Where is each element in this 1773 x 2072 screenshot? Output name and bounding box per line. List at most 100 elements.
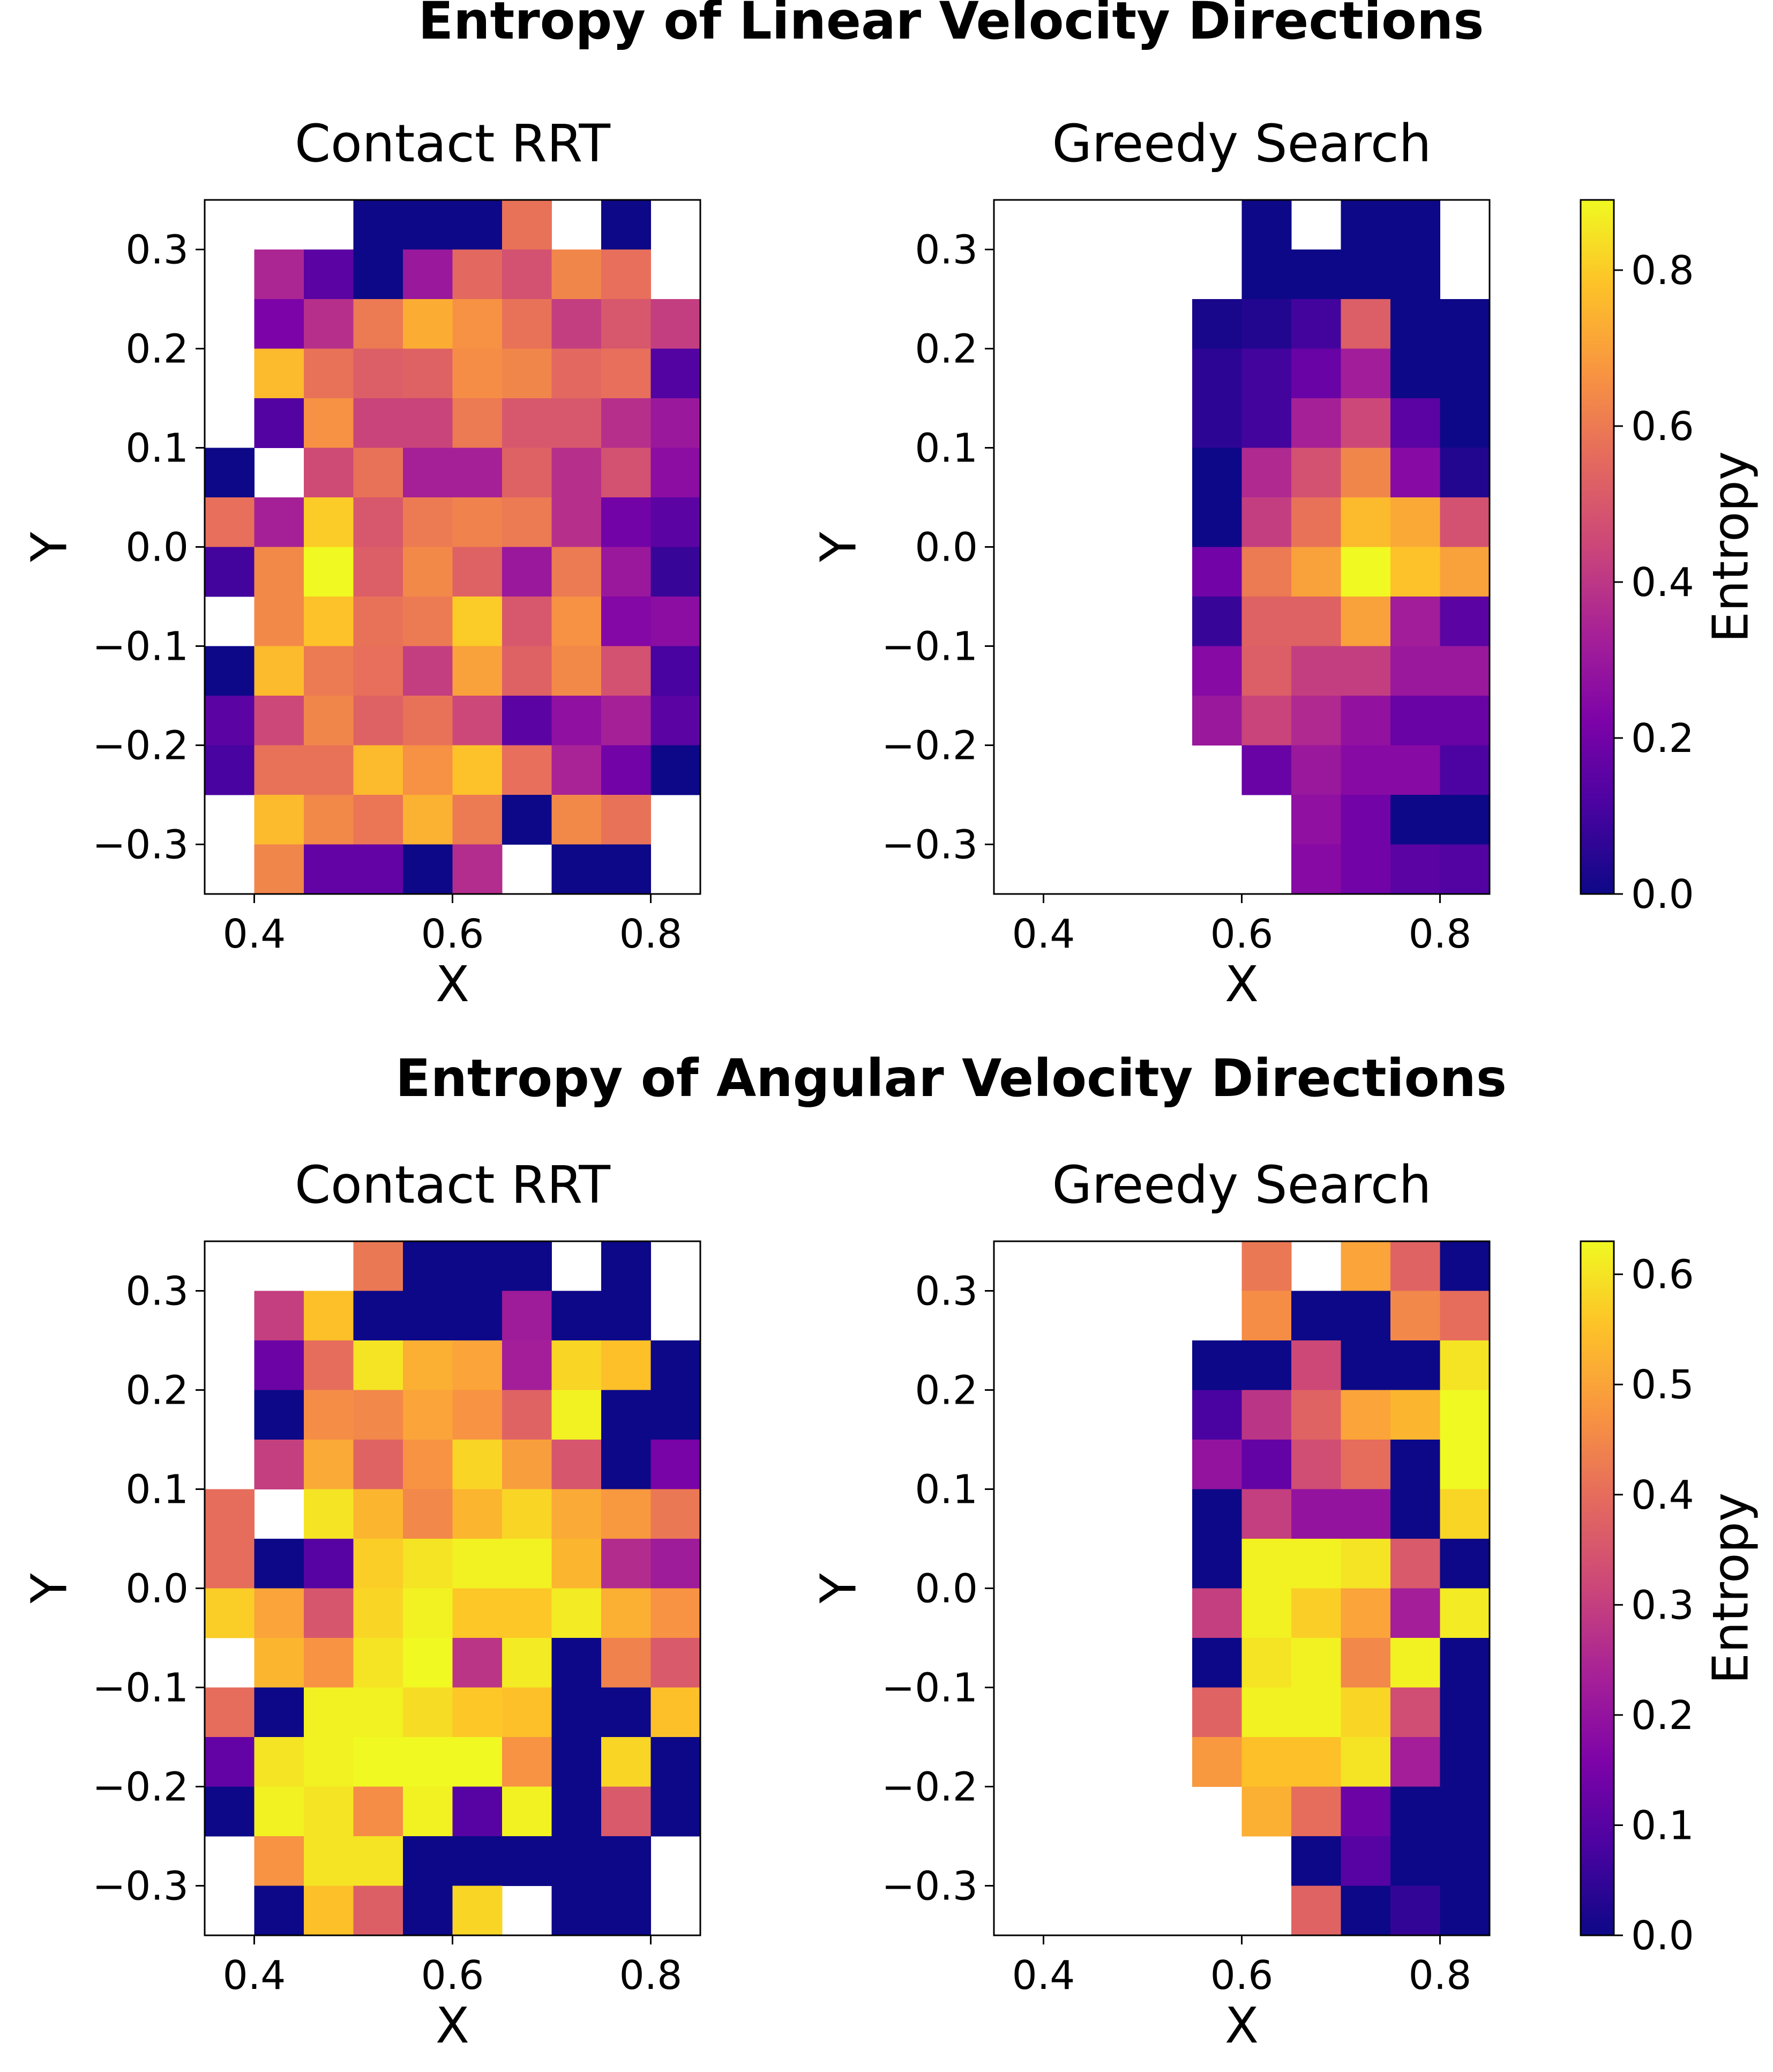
heatmap-cell [551,745,602,795]
heatmap-cell [254,1836,304,1887]
heatmap-cell [1440,448,1490,498]
heatmap-cell [353,597,403,647]
colorbars: 0.0 0.2 0.4 0.6 0.8 Entropy 0.0 0.1 0.2 0.3 0.4 0.5… [1580,199,1760,1959]
heatmap-cell [551,844,602,895]
heatmap-cell [1291,1440,1342,1490]
heatmap-cell [205,1737,255,1787]
heatmap-cell [601,1638,652,1688]
heatmap-cell [353,398,403,449]
heatmap-cell [1341,1885,1391,1936]
heatmap-cell [551,497,602,548]
heatmap-cell [1341,597,1391,647]
x-tick-label: 0.6 [1210,911,1274,957]
heatmap-cell [1440,696,1490,746]
heatmap-cell [601,795,652,845]
heatmap-cell [452,1885,503,1936]
x-axis-label: X [436,956,469,1013]
heatmap-cell [551,1737,602,1787]
heatmap-cell [601,1836,652,1887]
heatmap-panel-1: 0.4 0.6 0.8 0.3 0.2 0.1 0.0 −0.1 −0.2 −0.3 X Y Greed… [810,114,1491,1013]
heatmap-cell [1291,1588,1342,1638]
heatmap-cell [1390,348,1441,399]
heatmap-cell [551,1340,602,1391]
heatmap-cell [551,448,602,498]
heatmap-cell [452,497,503,548]
heatmap-cell [650,448,701,498]
x-tick-label: 0.6 [1210,1952,1274,1999]
heatmap-cell [601,547,652,597]
heatmap-cell [551,1489,602,1539]
heatmap-cell [650,597,701,647]
heatmap-cell [1241,597,1292,647]
heatmap-cell [502,1390,552,1440]
heatmap-cell [403,1340,453,1391]
heatmap-cell [601,646,652,696]
x-tick-label: 0.4 [1012,911,1075,957]
heatmap-cell [452,1291,503,1341]
heatmap-cell [1341,696,1391,746]
heatmap-cell [502,448,552,498]
heatmap-cell [304,348,354,399]
heatmap-cell [551,1885,602,1936]
heatmap-cell [1390,547,1441,597]
heatmap-cell [502,497,552,548]
heatmap-cell [1291,597,1342,647]
heatmap-cell [403,795,453,845]
heatmap-cell [601,1291,652,1341]
heatmap-cell [650,696,701,746]
heatmap-cell [205,497,255,548]
heatmap-cell [452,398,503,449]
heatmap-cell [403,1836,453,1887]
heatmap-cell [502,745,552,795]
heatmap-cell [601,844,652,895]
x-axis-label: X [1225,1997,1259,2054]
heatmap-cell [353,1885,403,1936]
heatmap-cell [1341,1291,1391,1341]
colorbar-tick-label: 0.1 [1631,1802,1694,1849]
heatmap-cell [1192,348,1243,399]
heatmap-cells [1192,200,1490,895]
heatmap-cell [304,1588,354,1638]
heatmap-cell [1440,1588,1490,1638]
heatmap-cell [551,696,602,746]
colorbar-label: Entropy [1702,451,1760,643]
heatmap-cell [1241,1687,1292,1738]
heatmap-cell [1390,1539,1441,1589]
heatmap-cell [601,448,652,498]
y-tick-label: −0.2 [92,723,189,769]
heatmap-cell [452,1489,503,1539]
heatmap-cell [205,696,255,746]
heatmap-cell [551,795,602,845]
heatmap-cell [353,1836,403,1887]
heatmap-cell [403,1539,453,1589]
heatmap-cell [1241,1440,1292,1490]
heatmap-cell [1291,299,1342,349]
heatmap-cell [1291,1836,1342,1887]
heatmap-cell [304,646,354,696]
colorbar-label: Entropy [1702,1493,1760,1684]
heatmap-cell [1291,745,1342,795]
suptitle-linear: Entropy of Linear Velocity Directions [418,0,1484,51]
heatmap-cell [452,1241,503,1292]
heatmap-cell [403,1440,453,1490]
heatmap-cell [1440,1489,1490,1539]
heatmap-cell [650,745,701,795]
heatmap-cell [1341,1539,1391,1589]
heatmap-cell [254,696,304,746]
heatmap-cell [650,1588,701,1638]
heatmap-cell [502,1489,552,1539]
heatmap-cell [601,597,652,647]
heatmap-cell [502,1638,552,1688]
y-tick-label: 0.3 [915,1269,978,1315]
heatmap-cell [304,249,354,300]
heatmap-cell [403,646,453,696]
heatmap-cell [1390,1241,1441,1292]
heatmap-cell [650,348,701,399]
heatmap-cell [1241,299,1292,349]
y-tick-label: −0.3 [92,1864,189,1910]
y-tick-label: −0.2 [881,723,978,769]
heatmap-cell [254,1539,304,1589]
heatmap-cell [304,795,354,845]
heatmap-cell [353,249,403,300]
heatmap-cell [452,1737,503,1787]
